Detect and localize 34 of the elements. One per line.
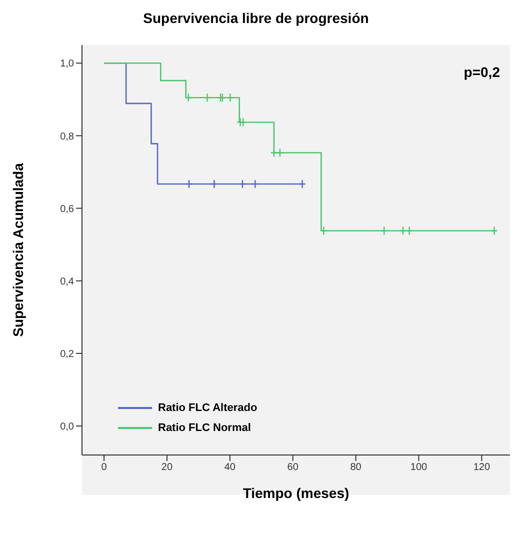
point [226,93,234,102]
point [210,179,218,189]
x-axis-title: Tiempo (meses) [242,485,350,501]
y-tick-label: 1,0 [60,58,74,70]
y-tick-label: 0,8 [60,131,74,142]
point [399,226,407,236]
point [216,93,224,102]
annotation: p=0,2 [464,64,500,80]
point [184,93,192,102]
y-tick-label: 0,2 [60,348,74,360]
y-tick-label: 0,6 [60,204,74,215]
x-tick-label: 60 [287,462,299,474]
x-tick-label: 120 [473,462,490,474]
legend-label: Ratio FLC Alterado [158,402,258,414]
x-tick-label: 100 [410,462,428,474]
point [204,93,211,102]
x-tick-label: 40 [224,462,236,474]
point [406,226,413,236]
legend-label: Ratio FLC Normal [158,422,251,434]
x-tick-label: 0 [101,462,108,474]
point [185,179,193,189]
y-tick-label: 0,0 [60,422,74,433]
chart-title: Supervivencia libre de progresión [142,10,370,26]
y-axis-title: Supervivencia Acumulada [10,162,26,337]
point [380,226,388,236]
point [251,179,259,189]
point [320,226,328,236]
x-tick-label: 80 [350,462,362,474]
y-tick-label: 0,4 [60,276,74,288]
point [270,148,278,158]
x-tick-label: 20 [161,462,173,474]
point [276,148,284,158]
point [238,179,246,189]
point [218,93,226,102]
